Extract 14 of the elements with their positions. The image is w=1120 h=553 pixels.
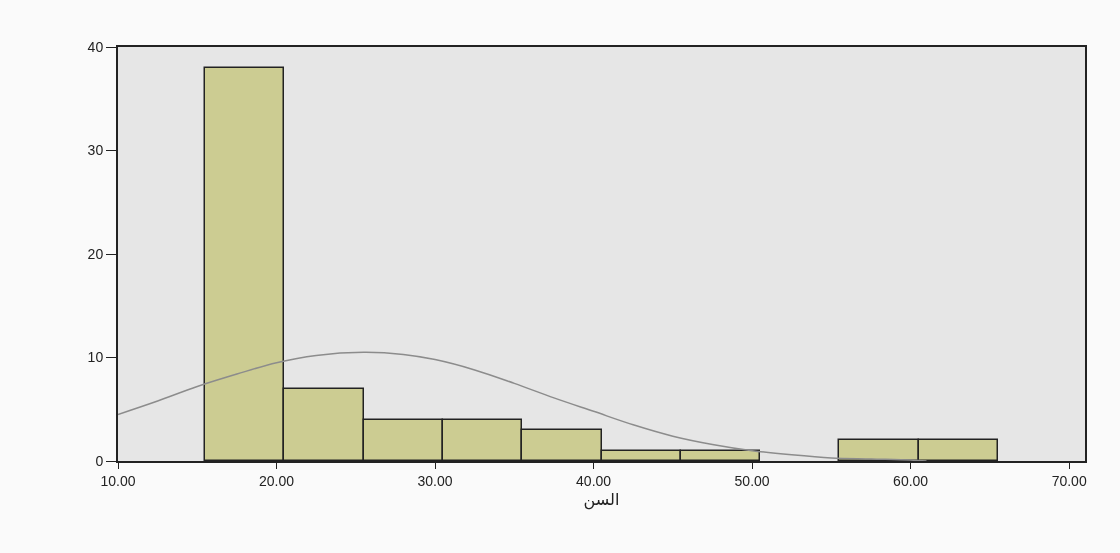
x-tick-label: 70.00 — [1051, 472, 1087, 489]
y-tick-label: 30 — [87, 142, 104, 159]
x-tick-label: 60.00 — [893, 472, 929, 489]
x-tick-label: 30.00 — [417, 472, 453, 489]
y-tick-label: 20 — [87, 245, 104, 262]
y-tick-label: 40 — [87, 38, 104, 55]
y-tick-label: 10 — [87, 349, 104, 366]
x-tick-label: 40.00 — [576, 472, 612, 489]
y-tick-label: 0 — [95, 452, 104, 469]
x-axis-title: السن — [583, 490, 620, 510]
line-series — [118, 351, 928, 461]
x-tick-label: 20.00 — [259, 472, 295, 489]
x-tick-label: 50.00 — [734, 472, 770, 489]
x-tick-label: 10.00 — [100, 472, 136, 489]
